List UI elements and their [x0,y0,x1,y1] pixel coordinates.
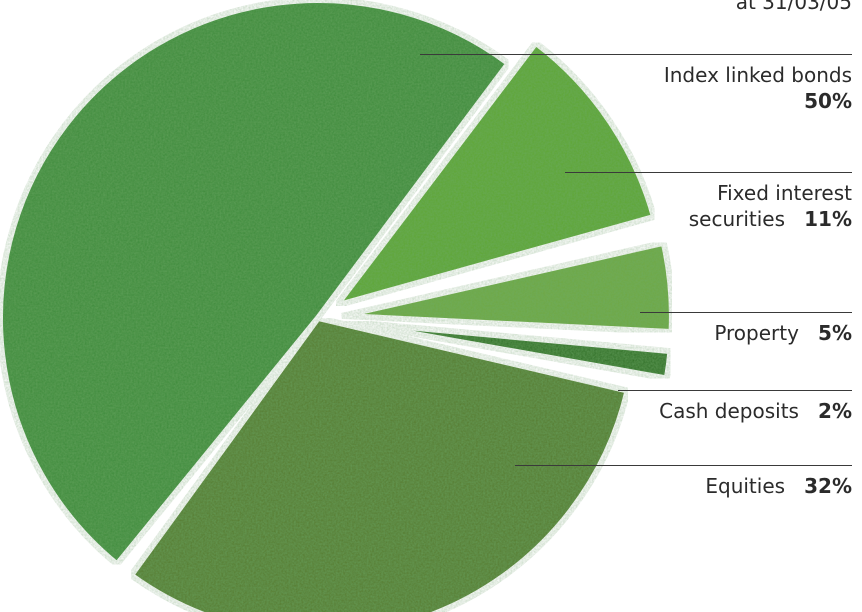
leader-line-fixed-interest [565,172,852,173]
label-fixed-interest-securities: Fixed interest securities 11% [689,180,852,233]
slice-name: Property [714,321,799,345]
pie-slices [0,0,675,612]
pie-slice-equities [126,314,632,612]
pie-slice-cash-deposits [341,318,674,382]
slice-name-line-2: securities [688,207,786,232]
pie-slice-index-linked-bonds [0,0,513,569]
pie-slice-property [341,239,675,336]
slice-name: Equities [705,474,786,498]
slice-value: 32% [804,474,852,498]
leader-line-property [640,312,852,313]
leader-line-cash-deposits [618,390,852,391]
leader-line-equities [515,465,852,466]
slice-name: Index linked bonds [663,63,852,87]
slice-name: Cash deposits [659,399,799,423]
slice-name-line-1: Fixed interest [717,181,852,205]
leader-line-index-linked-bonds [420,54,852,55]
slice-value: 11% [804,207,852,232]
pie-slice-fixed-interest-securities [328,38,658,311]
slice-value: 2% [818,399,852,423]
label-property: Property 5% [714,320,852,346]
label-index-linked-bonds: Index linked bonds 50% [664,62,852,115]
date-label: at 31/03/05 [735,0,852,14]
label-cash-deposits: Cash deposits 2% [659,398,852,424]
slice-value: 5% [818,321,852,345]
slice-value: 50% [804,89,852,114]
label-equities: Equities 32% [705,473,852,499]
